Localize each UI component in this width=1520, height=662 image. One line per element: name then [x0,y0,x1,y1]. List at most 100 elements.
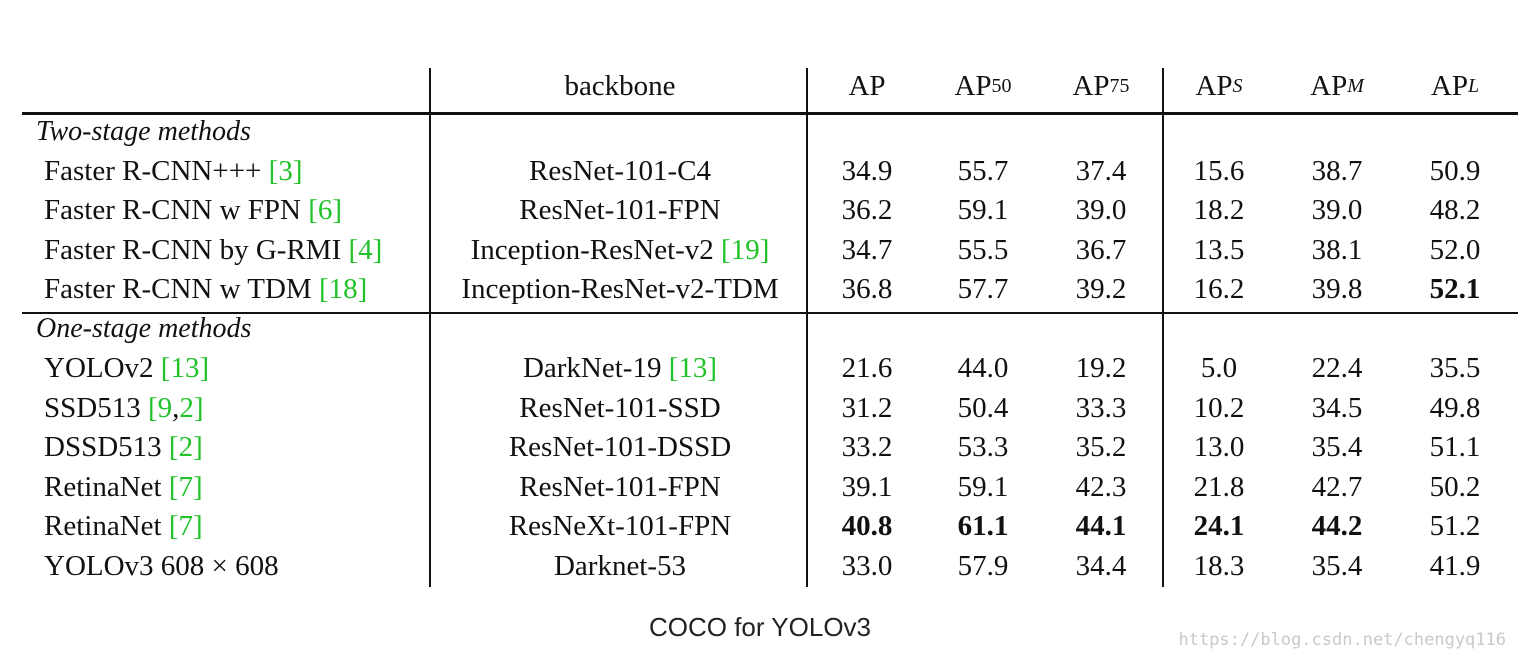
ap50-value: 53.3 [957,431,1009,464]
method-cell: YOLOv3 608 × 608 [44,547,279,587]
backbone-cell: ResNet-101-SSD [432,389,808,429]
table-row: Faster R-CNN+++ [3] ResNet-101-C4 34.9 55.7… [22,152,1518,192]
apl-value: 35.5 [1429,352,1481,385]
ap75-value: 34.4 [1075,549,1127,582]
method-cell: Faster R-CNN by G-RMI [4] [44,233,383,266]
backbone-name: ResNet-101-FPN [519,470,721,503]
apm-value: 35.4 [1311,431,1363,464]
citation-link[interactable]: 19 [730,233,760,266]
apm-value: 44.2 [1311,510,1363,543]
method-cell: Faster R-CNN w TDM [18] [44,273,368,306]
ap-value: 40.8 [841,510,893,543]
method-cell: Faster R-CNN+++ [3] [44,154,303,187]
ap50-value: 44.0 [957,352,1009,385]
citation-link[interactable]: 7 [178,470,194,503]
aps-value: 5.0 [1200,352,1238,385]
column-rule-backbone [806,68,808,587]
section-header-row: One-stage methods [22,310,1518,350]
table-row: YOLOv3 608 × 608 Darknet-53 33.0 57.9 34.4 18… [22,547,1518,587]
method-name: DSSD513 [44,431,162,464]
citation-link[interactable]: 13 [678,352,708,385]
table-row: SSD513 [9, 2] ResNet-101-SSD 31.2 50.4 33.3 1… [22,389,1518,429]
ap50-value: 57.7 [957,273,1009,306]
ap50-value: 61.1 [957,510,1009,543]
table-header-row: backbone AP AP 50 AP 75 AP S AP M AP L [22,60,1518,112]
aps-value: 24.1 [1193,510,1245,543]
method-name: Faster R-CNN by G-RMI [44,233,342,266]
column-rule-method [429,68,431,587]
table-row: RetinaNet [7] ResNeXt-101-FPN 40.8 61.1 44.1… [22,507,1518,547]
table-body: Two-stage methods Faster R-CNN+++ [3] ResN… [22,112,1518,586]
apm-value: 39.8 [1311,273,1363,306]
ap75-value: 36.7 [1075,233,1127,266]
method-cell: YOLOv2 [13] [44,352,210,385]
backbone-cell: Darknet-53 [432,547,808,587]
apm-value: 38.7 [1311,154,1363,187]
apl-value: 51.2 [1429,510,1481,543]
aps-value: 15.6 [1193,154,1245,187]
apm-value: 34.5 [1311,391,1363,424]
figure-caption: COCO for YOLOv3 [648,612,872,642]
citation-link[interactable]: 7 [178,510,194,543]
header-ap50: AP 50 [954,69,1012,102]
section-rule [22,312,1518,314]
method-cell: SSD513 [9, 2] [44,391,204,424]
ap50-value: 59.1 [957,470,1009,503]
header-backbone: backbone [564,69,676,102]
ap75-value: 19.2 [1075,352,1127,385]
aps-value: 10.2 [1193,391,1245,424]
method-name: YOLOv3 608 × 608 [44,549,279,582]
backbone-name: ResNet-101-FPN [519,194,721,227]
section-title: One-stage methods [36,313,252,345]
aps-value: 13.5 [1193,233,1245,266]
header-apl: AP L [1430,69,1480,102]
ap50-value: 59.1 [957,194,1009,227]
table-row: DSSD513 [2] ResNet-101-DSSD 33.2 53.3 35.2 13… [22,428,1518,468]
citation-link[interactable]: 4 [358,233,373,266]
method-name: SSD513 [44,391,141,424]
citation-link[interactable]: 2 [179,391,194,424]
backbone-name: DarkNet-19 [522,352,662,385]
backbone-cell: ResNeXt-101-FPN [432,507,808,547]
header-rule [22,112,1518,115]
table-row: Faster R-CNN w TDM [18] Inception-ResNet-… [22,270,1518,310]
method-cell: RetinaNet [7] [44,470,203,503]
header-apm: AP M [1310,69,1364,102]
ap75-value: 37.4 [1075,154,1127,187]
method-name: Faster R-CNN w TDM [44,273,312,306]
table-row: YOLOv2 [13] DarkNet-19 [13] 21.6 44.0 19.2 5.… [22,349,1518,389]
column-rule-ap75 [1162,68,1164,587]
ap-value: 33.2 [841,431,893,464]
apl-value: 50.2 [1429,470,1481,503]
ap-value: 34.7 [841,233,893,266]
apm-value: 35.4 [1311,549,1363,582]
backbone-cell: Inception-ResNet-v2 [19] [470,233,770,266]
aps-value: 16.2 [1193,273,1245,306]
ap75-value: 33.3 [1075,391,1127,424]
backbone-name: Darknet-53 [553,549,687,582]
ap75-value: 42.3 [1075,470,1127,503]
ap-value: 36.2 [841,194,893,227]
backbone-name: ResNet-101-C4 [528,154,712,187]
aps-value: 18.2 [1193,194,1245,227]
citation-link[interactable]: 3 [278,154,293,187]
watermark: https://blog.csdn.net/chengyq116 [1178,630,1506,650]
aps-value: 21.8 [1193,470,1245,503]
header-ap75: AP 75 [1072,69,1130,102]
ap-value: 39.1 [841,470,893,503]
method-name: RetinaNet [44,470,162,503]
backbone-cell: ResNet-101-FPN [432,191,808,231]
backbone-name: ResNeXt-101-FPN [508,510,732,543]
ap50-value: 55.5 [957,233,1009,266]
citation-link[interactable]: 18 [328,273,358,306]
citation-link[interactable]: 9 [157,391,173,424]
citation-link[interactable]: 13 [170,352,200,385]
citation-link[interactable]: 2 [178,431,194,464]
apl-value: 49.8 [1429,391,1481,424]
apl-value: 48.2 [1429,194,1481,227]
ap50-value: 57.9 [957,549,1009,582]
results-table: backbone AP AP 50 AP 75 AP S AP M AP L Two-st… [22,60,1518,587]
section-title: Two-stage methods [36,115,251,147]
apm-value: 39.0 [1311,194,1363,227]
citation-link[interactable]: 6 [317,194,333,227]
